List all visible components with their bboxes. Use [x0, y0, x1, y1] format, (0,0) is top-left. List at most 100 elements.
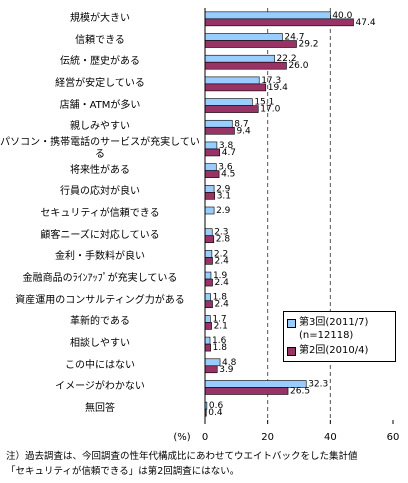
value-label: 2.1	[214, 321, 228, 331]
value-label: 26.5	[290, 386, 310, 396]
bar	[204, 235, 215, 243]
category-label: 相談しやすい	[70, 338, 130, 350]
bar	[204, 54, 275, 63]
bar	[204, 315, 211, 323]
value-label: 0.6	[209, 401, 224, 411]
bar	[204, 365, 218, 374]
bar	[204, 126, 235, 135]
bar	[204, 11, 331, 20]
x-tick-label: 40	[324, 432, 337, 443]
value-label: 2.4	[215, 256, 230, 266]
category-label: パソコン・携帯電話のサービスが充実している	[0, 136, 200, 160]
bar	[204, 83, 267, 92]
x-tick-label: 60	[387, 432, 400, 443]
note: 注）過去調査は、今回調査の性年代構成比にあわせてウエイトバックをした集計値	[6, 451, 358, 462]
legend-swatch	[287, 319, 296, 328]
category-label: 資産運用のコンサルティング力がある	[15, 294, 185, 306]
bar	[204, 141, 218, 150]
bar	[204, 358, 221, 367]
bar	[204, 40, 297, 48]
bar	[204, 98, 253, 106]
value-label: 2.9	[216, 206, 231, 216]
x-axis-label: (%)	[173, 432, 190, 443]
bar	[204, 148, 221, 157]
category-label: この中にはない	[65, 359, 135, 371]
bar	[204, 185, 215, 193]
bar	[204, 336, 211, 345]
legend-label: 第3回(2011/7) (n=12118)	[299, 317, 369, 341]
value-label: 32.3	[308, 379, 328, 389]
value-label: 40.0	[332, 11, 352, 21]
category-label: 店舗・ATMが多い	[59, 99, 141, 111]
category-label: 経営が安定している	[55, 77, 145, 89]
value-label: 2.8	[216, 235, 231, 245]
value-label: 0.4	[208, 408, 223, 418]
category-label: 顧客ニーズに対応している	[40, 229, 160, 241]
legend-entry: 第3回(2011/7) (n=12118)	[287, 316, 392, 342]
category-label: 伝統・歴史がある	[60, 56, 140, 68]
bar	[204, 228, 213, 236]
bar	[204, 192, 216, 200]
value-label: 1.8	[213, 343, 228, 353]
bar	[204, 257, 213, 265]
bar	[204, 343, 211, 352]
value-label: 9.4	[236, 126, 251, 136]
value-label: 3.6	[218, 163, 233, 173]
legend-entry: 第2回(2010/4)	[287, 344, 392, 357]
bar	[204, 76, 260, 85]
value-label: 3.9	[219, 365, 234, 375]
bar	[204, 33, 283, 41]
value-label: 24.7	[284, 33, 304, 43]
bar	[204, 293, 211, 302]
legend: 第3回(2011/7) (n=12118) 第2回(2010/4)	[283, 311, 396, 362]
value-label: 8.7	[234, 119, 248, 129]
value-label: 47.4	[356, 18, 376, 28]
bar	[204, 170, 220, 178]
category-label: セキュリティが信頼できる	[40, 208, 160, 219]
bar	[204, 271, 212, 280]
bar	[204, 163, 217, 171]
category-label: 行員の応対が良い	[60, 186, 140, 198]
bar	[204, 61, 287, 70]
bar	[204, 119, 233, 128]
value-label: 26.0	[288, 61, 308, 71]
bar	[204, 278, 213, 287]
value-label: 2.4	[215, 300, 230, 310]
value-label: 3.8	[219, 141, 234, 151]
category-label: 革新的である	[70, 316, 130, 328]
value-label: 4.8	[222, 358, 237, 368]
x-tick-label: 20	[261, 432, 274, 443]
category-label: 金融商品のﾗｲﾝｱｯﾌﾟが充実している	[22, 273, 178, 285]
bar	[204, 300, 213, 309]
value-label: 29.2	[298, 40, 318, 50]
value-label: 19.4	[268, 83, 288, 93]
category-label: 無回答	[85, 403, 115, 415]
legend-label: 第2回(2010/4)	[299, 345, 369, 356]
value-label: 2.4	[215, 278, 230, 288]
value-label: 22.2	[277, 54, 297, 64]
category-label: 将来性がある	[70, 164, 130, 176]
category-label: 金利・手数料が良い	[55, 251, 145, 263]
bar	[204, 387, 289, 395]
legend-swatch	[287, 347, 296, 356]
value-label: 17.3	[261, 76, 281, 86]
bar	[204, 206, 215, 215]
value-label: 1.7	[212, 314, 226, 324]
bar	[204, 105, 259, 113]
value-label: 2.2	[214, 249, 228, 259]
value-label: 2.9	[216, 184, 231, 194]
value-label: 4.7	[222, 148, 236, 158]
value-label: 4.5	[221, 170, 235, 180]
category-label: 規模が大きい	[70, 12, 130, 24]
category-label: 信頼できる	[75, 34, 125, 46]
value-label: 3.1	[217, 191, 231, 201]
value-label: 17.0	[260, 105, 280, 115]
category-label: 親しみやすい	[70, 121, 130, 133]
bar	[204, 322, 212, 330]
value-label: 2.3	[214, 228, 228, 238]
value-label: 15.1	[254, 98, 274, 108]
category-label: イメージがわかない	[55, 381, 145, 393]
bar	[204, 250, 213, 258]
